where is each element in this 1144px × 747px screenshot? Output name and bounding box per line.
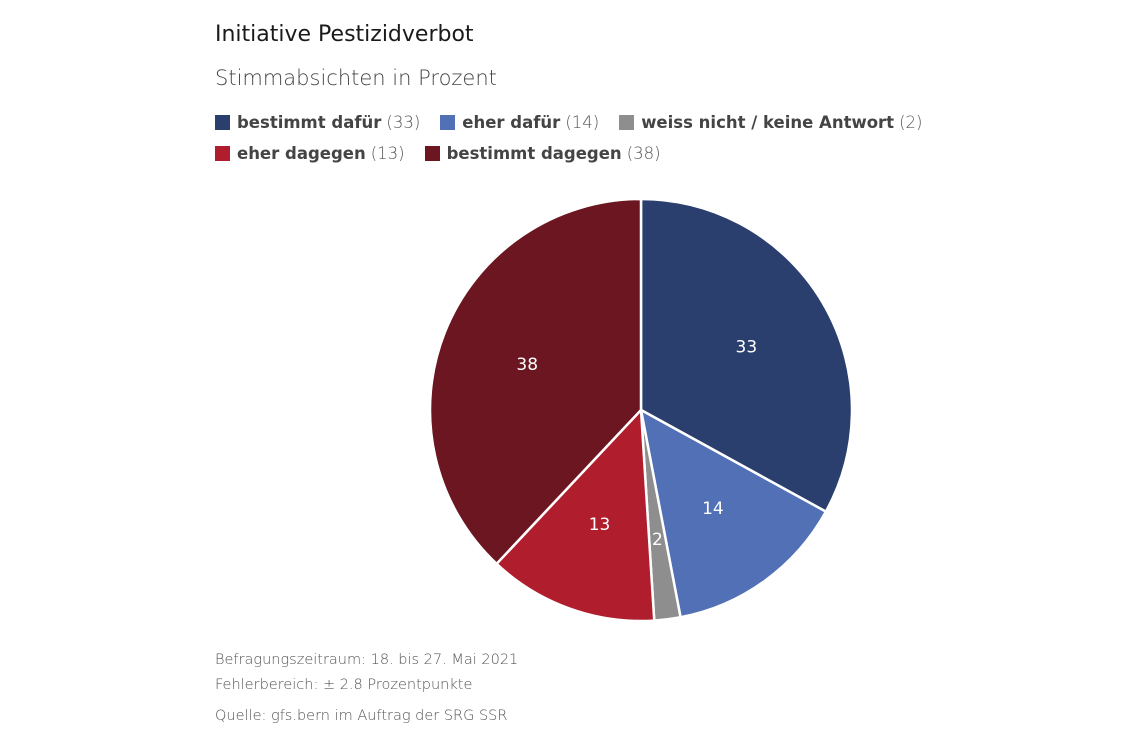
- legend-swatch: [424, 146, 440, 161]
- error-margin: Fehlerbereich: ± 2.8 Prozentpunkte: [215, 677, 473, 693]
- chart-title: Initiative Pestizidverbot: [215, 22, 474, 47]
- slice-value-label: 33: [736, 338, 758, 358]
- legend-item: eher dagegen (13): [215, 144, 405, 163]
- legend-label: eher dafür: [462, 113, 561, 132]
- pie-slice: [639, 408, 828, 619]
- legend-swatch: [619, 115, 635, 130]
- slice-value-label: 38: [516, 355, 538, 375]
- survey-period: Befragungszeitraum: 18. bis 27. Mai 2021: [215, 652, 519, 668]
- legend-swatch: [215, 115, 230, 130]
- slice-value-label: 14: [702, 499, 724, 519]
- legend-label: bestimmt dagegen: [446, 144, 622, 163]
- legend-label: weiss nicht / keine Antwort: [641, 113, 895, 132]
- source-note: Quelle: gfs.bern im Auftrag der SRG SSR: [215, 708, 508, 724]
- pie-slice: [639, 197, 854, 513]
- legend-value: (33): [386, 113, 421, 132]
- legend-swatch: [215, 146, 230, 161]
- slice-value-label: 2: [652, 530, 663, 550]
- legend-label: bestimmt dafür: [237, 113, 382, 132]
- legend-value: (14): [565, 113, 600, 132]
- legend-label: eher dagegen: [237, 144, 366, 163]
- legend-item: bestimmt dafür (33): [215, 113, 420, 132]
- legend-value: (2): [899, 113, 923, 132]
- legend: bestimmt dafür (33) eher dafür (14) weiss ni…: [215, 113, 935, 163]
- legend-swatch: [440, 115, 456, 130]
- chart-subtitle: Stimmabsichten in Prozent: [215, 66, 497, 90]
- legend-value: (38): [626, 144, 661, 163]
- legend-item: eher dafür (14): [440, 113, 599, 132]
- slice-value-label: 13: [589, 515, 611, 535]
- legend-value: (13): [370, 144, 405, 163]
- legend-item: bestimmt dagegen (38): [424, 144, 661, 163]
- pie-slice: [495, 408, 656, 623]
- pie-slice: [428, 197, 643, 566]
- legend-item: weiss nicht / keine Antwort (2): [619, 113, 922, 132]
